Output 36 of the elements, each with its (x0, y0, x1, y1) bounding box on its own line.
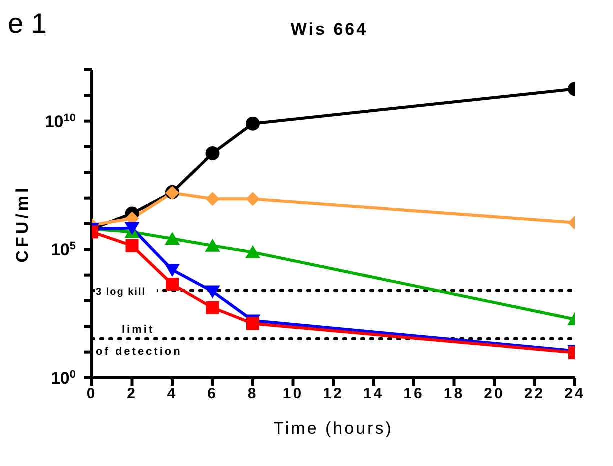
point (206, 301, 220, 314)
point (124, 222, 140, 236)
ref-line-label: 3 log kill (96, 286, 146, 298)
point (246, 245, 260, 258)
point (165, 232, 180, 246)
point (166, 278, 179, 291)
point (205, 238, 220, 252)
x-tick-label: 16 (404, 386, 424, 403)
x-tick-label: 18 (444, 386, 465, 403)
y-tick-label: 10$^{0}$ (50, 369, 76, 388)
point (206, 146, 220, 160)
x-tick-label: 10 (282, 386, 304, 403)
x-tick-label: 14 (363, 386, 384, 403)
point (165, 264, 180, 278)
x-axis-title: Time (hours) (274, 419, 394, 438)
point (206, 192, 220, 206)
x-tick-label: 8 (248, 386, 258, 403)
ref-line-label: limit of detection (96, 324, 182, 358)
y-axis-title: CFU/ml (13, 185, 32, 263)
x-tick-label: 24 (564, 386, 586, 403)
point (205, 286, 220, 299)
chart-title: Wis 664 (290, 20, 370, 40)
x-tick-label: 0 (86, 386, 98, 403)
x-tick-label: 20 (484, 386, 505, 403)
x-tick-label: 2 (127, 386, 138, 403)
point (126, 239, 139, 252)
y-tick-label: 10$^{10}$ (44, 112, 76, 132)
x-tick-label: 6 (208, 386, 218, 403)
y-tick-label: 10$^{5}$ (50, 240, 76, 260)
text: e 1 (8, 8, 47, 40)
point (246, 317, 260, 330)
point (246, 192, 260, 206)
x-tick-label: 22 (524, 386, 546, 403)
x-tick-label: 4 (167, 386, 178, 403)
x-tick-label: 12 (323, 386, 344, 403)
point (246, 116, 260, 131)
